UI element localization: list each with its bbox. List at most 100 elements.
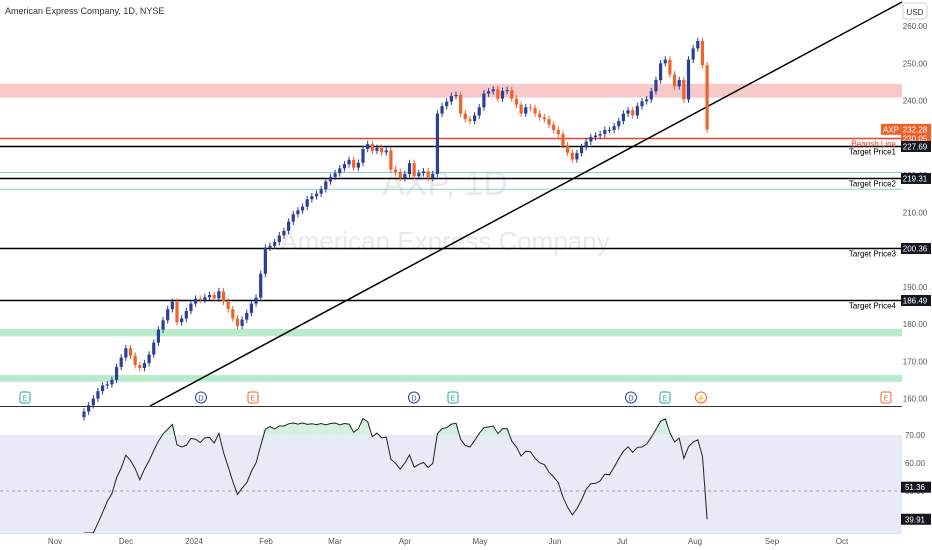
line-value-tag-1 xyxy=(901,141,931,152)
time-tick-label: Jun xyxy=(549,537,562,546)
support-zone xyxy=(0,375,902,382)
candle xyxy=(440,106,444,114)
earnings-marker[interactable] xyxy=(880,391,892,404)
candle xyxy=(384,150,388,153)
event-marker-label: E xyxy=(251,396,256,403)
candle xyxy=(119,357,123,367)
candle xyxy=(524,107,528,114)
rsi-overbought-segment xyxy=(328,423,333,435)
rsi-extra-value: 39.91 xyxy=(905,515,926,524)
candles-layer xyxy=(82,37,709,421)
rsi-overbought-segment xyxy=(263,429,268,435)
candle xyxy=(249,303,253,313)
earnings-marker[interactable] xyxy=(247,391,259,404)
rsi-overbought-segment xyxy=(653,429,659,435)
candle xyxy=(705,65,709,130)
candle xyxy=(361,148,365,163)
rsi-overbought-segment xyxy=(449,424,454,435)
candle xyxy=(528,107,532,109)
rsi-overbought-segment xyxy=(444,427,450,435)
candle xyxy=(152,342,156,355)
candle xyxy=(403,173,407,179)
candle xyxy=(212,295,216,299)
line-value-4: 186.49 xyxy=(903,297,928,306)
candle xyxy=(342,164,346,169)
candle xyxy=(621,113,625,122)
dividend-marker[interactable] xyxy=(195,391,207,404)
earnings-marker[interactable] xyxy=(659,391,671,404)
candle xyxy=(612,126,616,130)
candle xyxy=(156,329,160,343)
candle xyxy=(263,247,267,274)
rsi-overbought-segment xyxy=(165,429,171,435)
candle xyxy=(561,134,565,146)
candle xyxy=(570,152,574,160)
earnings-marker[interactable] xyxy=(19,391,31,404)
candle xyxy=(296,210,300,215)
price-tick-label: 170.00 xyxy=(903,357,928,366)
split-marker[interactable] xyxy=(695,391,707,404)
rsi-overbought-segment xyxy=(281,426,287,435)
candle xyxy=(607,129,612,131)
candle xyxy=(631,110,635,116)
dividend-marker[interactable] xyxy=(408,391,420,404)
candle xyxy=(407,163,412,174)
candle xyxy=(449,96,453,102)
candle xyxy=(231,309,235,319)
rsi-overbought-segment xyxy=(346,424,352,435)
currency-button[interactable]: USD xyxy=(902,2,928,20)
line-value-0: 230.05 xyxy=(903,135,928,144)
candle xyxy=(435,113,439,174)
candle xyxy=(398,172,402,179)
candle xyxy=(640,101,644,107)
candle xyxy=(473,115,477,122)
candle xyxy=(589,137,593,142)
candle xyxy=(547,119,551,125)
rsi-overbought-segment xyxy=(309,423,315,435)
time-tick-label: Sep xyxy=(765,537,780,546)
candle xyxy=(324,181,328,190)
rsi-overbought-segment xyxy=(332,422,338,435)
rsi-overbought-segment xyxy=(295,424,301,435)
candle xyxy=(380,147,384,153)
rsi-overbought-segment xyxy=(267,426,273,435)
price-tick-label: 160.00 xyxy=(903,395,928,404)
support-zone xyxy=(0,328,902,337)
candle xyxy=(333,173,337,177)
time-tick-label: Aug xyxy=(688,537,702,546)
candle xyxy=(393,169,398,173)
candle xyxy=(356,162,360,168)
rsi-overbought-segment xyxy=(486,426,491,435)
candle xyxy=(505,90,509,92)
event-marker-label: E xyxy=(451,396,456,403)
candle xyxy=(445,101,449,107)
candle xyxy=(542,117,546,120)
rsi-overbought-segment xyxy=(351,432,357,435)
line-name-4: Target Price4 xyxy=(849,302,897,311)
candle xyxy=(287,221,291,231)
event-marker-label: ⚡ xyxy=(697,394,706,403)
candle xyxy=(305,199,309,207)
rsi-overbought-segment xyxy=(337,424,343,435)
candle xyxy=(412,163,416,177)
candle xyxy=(691,48,695,60)
candle xyxy=(268,245,272,248)
candle xyxy=(138,365,142,369)
trend-line[interactable] xyxy=(149,1,903,407)
candle xyxy=(486,91,491,94)
event-markers[interactable]: E D E D E D E ⚡ E xyxy=(19,391,892,404)
dividend-marker[interactable] xyxy=(625,391,637,404)
candle xyxy=(645,99,649,102)
candle xyxy=(245,312,249,320)
candle xyxy=(217,291,221,299)
earnings-marker[interactable] xyxy=(447,391,459,404)
candle xyxy=(431,173,435,179)
candle xyxy=(654,80,658,92)
price-tick-label: 190.00 xyxy=(903,283,928,292)
candle xyxy=(91,398,95,406)
rsi-overbought-segment xyxy=(300,422,305,435)
time-tick-label: Nov xyxy=(48,537,62,546)
time-tick-label: Apr xyxy=(399,537,412,546)
candle xyxy=(663,59,667,64)
